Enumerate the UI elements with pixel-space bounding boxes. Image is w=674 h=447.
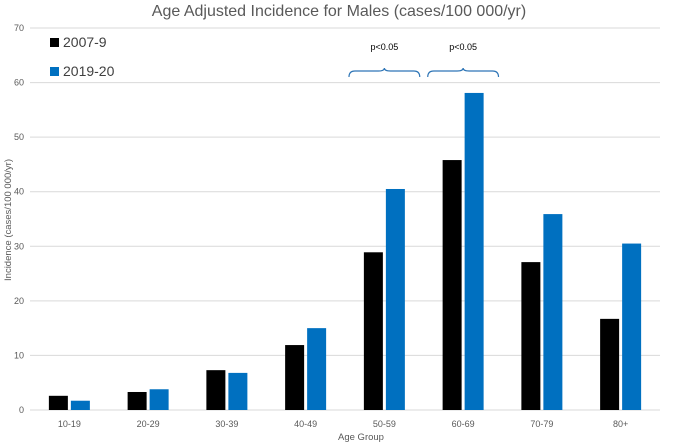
y-tick-label: 0	[19, 405, 24, 415]
y-tick-label: 60	[14, 78, 24, 88]
x-tick-label: 10-19	[58, 419, 81, 429]
bar-2019-20-20-29	[149, 389, 169, 410]
x-tick-label: 70-79	[530, 419, 553, 429]
y-tick-label: 40	[14, 187, 24, 197]
significance-annotations: p<0.05 p<0.05	[348, 42, 500, 78]
bar-2007-9-60-69	[442, 160, 462, 410]
bar-2007-9-10-19	[48, 395, 68, 410]
bar-2019-20-60-69	[464, 92, 484, 410]
significance-bracket	[427, 67, 500, 78]
y-tick-label: 30	[14, 241, 24, 251]
bar-2007-9-30-39	[206, 370, 226, 410]
bar-2019-20-80+	[622, 243, 642, 410]
bar-2019-20-30-39	[228, 372, 248, 410]
x-axis-ticks: 10-19 20-29 30-39 40-49 50-59 60-69 70-79 80+	[58, 419, 628, 429]
bar-2007-9-20-29	[127, 391, 147, 410]
significance-bracket	[348, 67, 421, 78]
chart-title: Age Adjusted Incidence for Males (cases/…	[152, 3, 526, 20]
y-tick-label: 70	[14, 23, 24, 33]
x-tick-label: 80+	[613, 419, 628, 429]
y-tick-label: 10	[14, 350, 24, 360]
bar-2019-20-70-79	[543, 214, 563, 410]
bar-2007-9-50-59	[363, 252, 383, 410]
x-tick-label: 50-59	[373, 419, 396, 429]
y-tick-label: 20	[14, 296, 24, 306]
x-tick-label: 20-29	[137, 419, 160, 429]
gridlines	[30, 27, 660, 411]
legend-swatch	[50, 67, 59, 76]
bar-2019-20-50-59	[385, 188, 405, 410]
bar-2007-9-70-79	[521, 262, 541, 410]
significance-label: p<0.05	[449, 42, 477, 52]
y-axis-ticks: 0 10 20 30 40 50 60 70	[14, 23, 24, 415]
y-tick-label: 50	[14, 132, 24, 142]
legend-label: 2019-20	[63, 63, 115, 79]
bars	[48, 92, 642, 410]
legend-label: 2007-9	[63, 34, 107, 50]
significance-label: p<0.05	[370, 42, 398, 52]
y-axis-label: Incidence (cases/100 000/yr)	[3, 159, 14, 281]
x-axis-label: Age Group	[338, 432, 384, 442]
bar-2019-20-10-19	[70, 400, 90, 410]
bar-2019-20-40-49	[307, 328, 327, 410]
bar-2007-9-40-49	[285, 345, 305, 410]
bar-2007-9-80+	[600, 318, 620, 410]
x-tick-label: 60-69	[452, 419, 475, 429]
legend: 2007-9 2019-20	[50, 34, 115, 79]
x-tick-label: 40-49	[294, 419, 317, 429]
x-tick-label: 30-39	[215, 419, 238, 429]
legend-swatch	[50, 38, 59, 47]
